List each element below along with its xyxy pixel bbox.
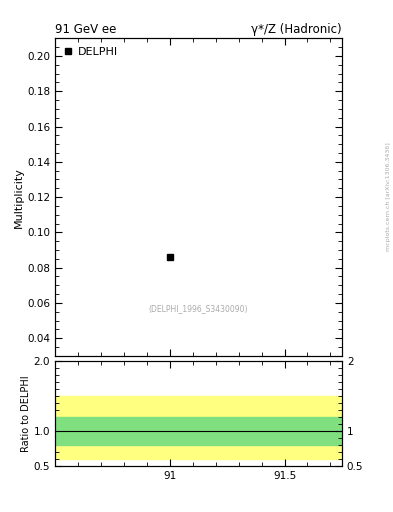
Text: (DELPHI_1996_S3430090): (DELPHI_1996_S3430090) xyxy=(149,304,248,313)
Y-axis label: Ratio to DELPHI: Ratio to DELPHI xyxy=(21,375,31,452)
Text: mcplots.cern.ch [arXiv:1306.3436]: mcplots.cern.ch [arXiv:1306.3436] xyxy=(386,143,391,251)
Bar xyxy=(55,417,342,445)
Text: γ*/Z (Hadronic): γ*/Z (Hadronic) xyxy=(251,23,342,36)
Bar xyxy=(55,396,342,459)
Legend: DELPHI: DELPHI xyxy=(61,44,122,60)
Y-axis label: Multiplicity: Multiplicity xyxy=(14,167,24,227)
Text: 91 GeV ee: 91 GeV ee xyxy=(55,23,116,36)
